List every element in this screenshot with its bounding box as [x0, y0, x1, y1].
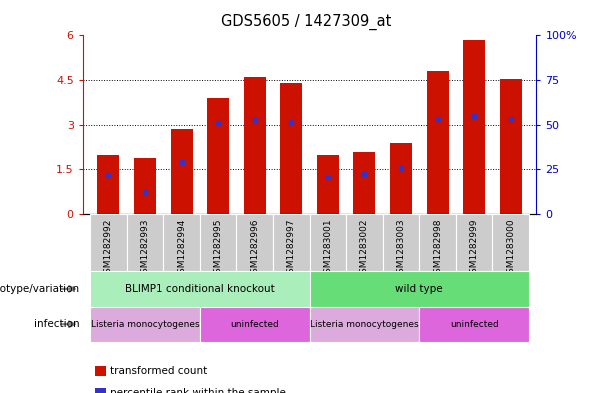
Text: GSM1282995: GSM1282995	[213, 219, 223, 279]
Text: GDS5605 / 1427309_at: GDS5605 / 1427309_at	[221, 14, 392, 30]
Bar	[200, 307, 310, 342]
Bar	[280, 83, 302, 214]
Bar	[273, 214, 310, 271]
Text: uninfected: uninfected	[230, 320, 279, 329]
Text: GSM1282996: GSM1282996	[250, 219, 259, 279]
Bar	[346, 214, 383, 271]
Bar	[427, 71, 449, 214]
Bar	[134, 158, 156, 214]
Bar	[237, 214, 273, 271]
Bar	[500, 79, 522, 214]
Bar	[419, 307, 529, 342]
Bar	[463, 40, 485, 214]
Bar	[90, 271, 310, 307]
Bar	[354, 152, 375, 214]
Bar	[207, 98, 229, 214]
Bar	[317, 154, 339, 214]
Bar	[90, 307, 200, 342]
Text: GSM1283003: GSM1283003	[397, 219, 406, 279]
Bar	[170, 129, 192, 214]
Text: GSM1283000: GSM1283000	[506, 219, 516, 279]
Text: genotype/variation: genotype/variation	[0, 284, 80, 294]
Text: GSM1282998: GSM1282998	[433, 219, 442, 279]
Text: Listeria monocytogenes: Listeria monocytogenes	[91, 320, 199, 329]
Text: GSM1282999: GSM1282999	[470, 219, 479, 279]
Bar	[97, 154, 120, 214]
Text: Listeria monocytogenes: Listeria monocytogenes	[310, 320, 419, 329]
Bar	[310, 271, 529, 307]
Bar	[419, 214, 456, 271]
Text: GSM1283001: GSM1283001	[323, 219, 332, 279]
Bar	[127, 214, 163, 271]
Text: uninfected: uninfected	[450, 320, 498, 329]
Text: wild type: wild type	[395, 284, 443, 294]
Text: BLIMP1 conditional knockout: BLIMP1 conditional knockout	[125, 284, 275, 294]
Text: infection: infection	[34, 319, 80, 329]
Text: percentile rank within the sample: percentile rank within the sample	[110, 387, 286, 393]
Text: GSM1282997: GSM1282997	[287, 219, 296, 279]
Bar	[390, 143, 412, 214]
Text: transformed count: transformed count	[110, 366, 208, 376]
Bar	[456, 214, 492, 271]
Bar	[200, 214, 237, 271]
Bar	[492, 214, 529, 271]
Bar	[90, 214, 127, 271]
Text: GSM1282993: GSM1282993	[140, 219, 150, 279]
Bar	[163, 214, 200, 271]
Bar	[383, 214, 419, 271]
Bar	[310, 214, 346, 271]
Bar	[310, 307, 419, 342]
Bar	[244, 77, 265, 214]
Text: GSM1282994: GSM1282994	[177, 219, 186, 279]
Text: GSM1282992: GSM1282992	[104, 219, 113, 279]
Text: GSM1283002: GSM1283002	[360, 219, 369, 279]
